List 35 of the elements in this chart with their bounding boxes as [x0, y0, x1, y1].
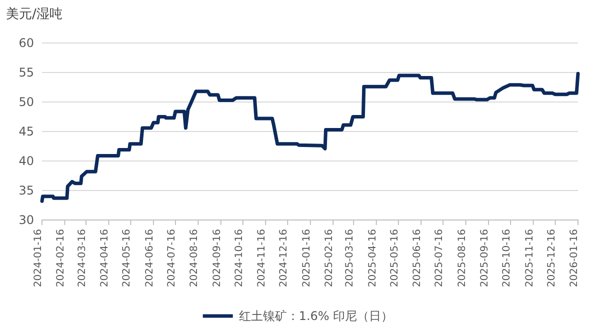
- x-tick-label: 2024-01-16: [33, 229, 44, 288]
- x-tick-label: 2026-01-16: [569, 229, 580, 288]
- x-tick-label: 2024-05-16: [122, 229, 133, 288]
- x-tick-label: 2025-07-16: [434, 229, 446, 288]
- x-tick-label: 2024-12-16: [278, 229, 290, 288]
- x-tick-label: 2024-07-16: [166, 229, 178, 288]
- x-tick-label: 2024-03-16: [76, 229, 88, 288]
- y-tick-label: 40: [18, 154, 34, 168]
- y-axis-title: 美元/湿吨: [6, 6, 62, 22]
- x-tick-label: 2025-09-16: [480, 229, 491, 288]
- x-tick-label: 2025-11-16: [524, 229, 536, 288]
- x-tick-label: 2025-04-16: [367, 229, 378, 288]
- y-tick-label: 35: [18, 183, 34, 198]
- x-tick-label: 2024-06-16: [144, 229, 156, 288]
- x-tick-label: 2025-03-16: [344, 229, 356, 288]
- x-tick-label: 2024-11-16: [256, 229, 268, 288]
- x-tick-label: 2025-01-16: [301, 229, 312, 288]
- y-tick-label: 30: [18, 212, 34, 227]
- line-series: [40, 72, 580, 203]
- x-tick-label: 2025-02-16: [324, 229, 336, 288]
- legend-label: 红土镍矿：1.6% 印尼（日）: [238, 309, 394, 323]
- x-tick-label: 2024-02-16: [56, 229, 67, 288]
- x-tick-label: 2024-10-16: [234, 229, 245, 288]
- x-tick-label: 2024-09-16: [212, 229, 223, 288]
- y-tick-label: 45: [18, 124, 34, 138]
- x-tick-label: 2025-12-16: [546, 229, 558, 288]
- x-tick-label: 2025-10-16: [502, 229, 513, 288]
- x-tick-label: 2024-04-16: [100, 229, 111, 288]
- y-tick-label: 55: [18, 65, 34, 80]
- y-tick-label: 60: [18, 36, 34, 50]
- x-tick-label: 2025-05-16: [389, 229, 400, 288]
- x-tick-label: 2024-08-16: [189, 229, 200, 288]
- x-tick-label: 2025-08-16: [456, 229, 468, 288]
- x-tick-label: 2025-06-16: [412, 229, 424, 288]
- y-tick-label: 50: [18, 94, 34, 109]
